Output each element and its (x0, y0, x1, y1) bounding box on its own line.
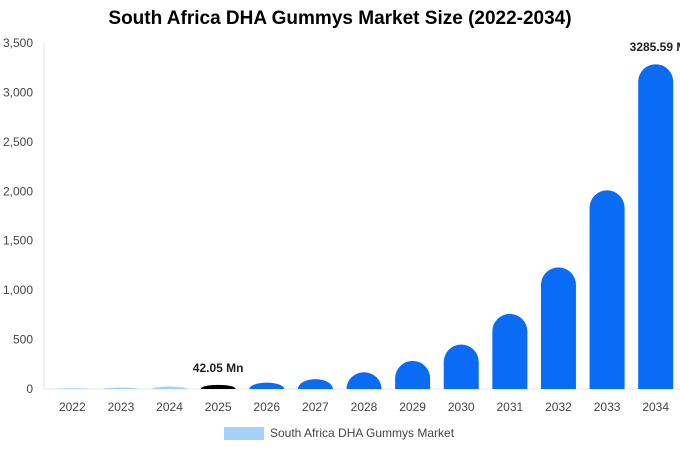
bar-2033[interactable] (589, 190, 625, 389)
x-tick-label: 2029 (399, 400, 426, 414)
y-tick-label: 0 (26, 382, 33, 396)
data-label-2025: 42.05 Mn (193, 361, 244, 375)
x-tick-label: 2030 (448, 400, 475, 414)
y-tick-label: 1,500 (3, 234, 33, 248)
bar-2022[interactable] (54, 388, 90, 389)
y-tick-label: 2,500 (3, 135, 33, 149)
legend-swatch (224, 426, 264, 440)
y-axis: 0 500 1,000 1,500 2,000 2,500 3,000 3,500 (3, 36, 45, 396)
bar-2031[interactable] (492, 313, 528, 389)
bar-2028[interactable] (346, 372, 382, 389)
bar-2027[interactable] (297, 379, 333, 389)
x-tick-label: 2027 (302, 400, 329, 414)
bar-2024[interactable] (152, 386, 188, 389)
data-label-2034: 3285.59 Mn (630, 40, 680, 54)
x-axis: 2022 2023 2024 2025 2026 2027 2028 2029 2030 2031… (44, 388, 680, 414)
bar-2026[interactable] (249, 382, 285, 389)
x-tick-label: 2031 (496, 400, 523, 414)
x-tick-label: 2025 (205, 400, 232, 414)
bar-2030[interactable] (443, 344, 479, 389)
bar-2025[interactable] (200, 384, 236, 389)
y-tick-label: 3,500 (3, 36, 33, 50)
y-tick-label: 2,000 (3, 184, 33, 198)
x-tick-label: 2023 (108, 400, 135, 414)
x-tick-label: 2024 (156, 400, 183, 414)
legend-label: South Africa DHA Gummys Market (270, 426, 455, 440)
x-tick-label: 2034 (642, 400, 669, 414)
bar-2034[interactable] (638, 64, 674, 390)
data-labels: 42.05 Mn 3285.59 Mn (193, 40, 680, 375)
bar-2032[interactable] (540, 267, 576, 389)
x-tick-label: 2033 (594, 400, 621, 414)
bar-2023[interactable] (103, 387, 139, 389)
chart-title: South Africa DHA Gummys Market Size (202… (108, 8, 572, 29)
x-tick-label: 2026 (253, 400, 280, 414)
legend[interactable]: South Africa DHA Gummys Market (224, 425, 454, 441)
bars (54, 64, 674, 390)
y-tick-label: 1,000 (3, 283, 33, 297)
y-tick-label: 3,000 (3, 85, 33, 99)
x-tick-label: 2022 (59, 400, 86, 414)
x-tick-label: 2028 (351, 400, 378, 414)
bar-2029[interactable] (395, 360, 431, 389)
y-tick-label: 500 (13, 333, 33, 347)
x-tick-label: 2032 (545, 400, 572, 414)
